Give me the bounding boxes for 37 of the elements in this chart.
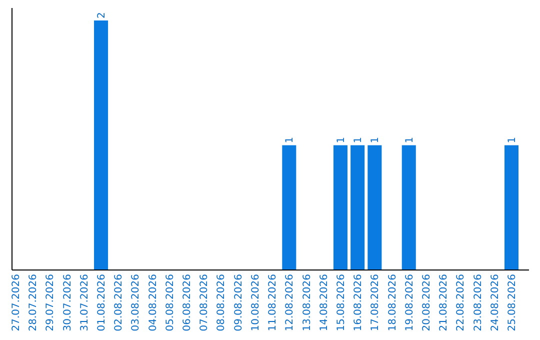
x-tick-label: 10.08.2026 xyxy=(250,274,262,332)
x-tick-label: 03.08.2026 xyxy=(130,274,142,332)
x-tick-label: 08.08.2026 xyxy=(216,274,228,332)
x-tick-label: 23.08.2026 xyxy=(472,274,484,332)
x-tick-label: 29.07.2026 xyxy=(45,274,56,332)
x-tick-label: 25.08.2026 xyxy=(506,274,518,332)
x-tick-label: 16.08.2026 xyxy=(353,274,364,332)
x-tick-label: 17.08.2026 xyxy=(370,274,382,332)
x-tick-label: 31.07.2026 xyxy=(79,274,90,332)
x-tick-label: 09.08.2026 xyxy=(233,274,244,332)
x-tick-label: 21.08.2026 xyxy=(438,274,450,332)
data-label: 1 xyxy=(353,136,364,144)
x-tick-label: 04.08.2026 xyxy=(148,274,159,332)
x-tick-label: 19.08.2026 xyxy=(404,274,416,332)
x-tick-label: 05.08.2026 xyxy=(164,274,176,332)
x-tick-label: 14.08.2026 xyxy=(318,274,330,332)
x-tick-label: 15.08.2026 xyxy=(336,274,347,332)
x-tick-label: 30.07.2026 xyxy=(62,274,74,332)
x-tick-label: 06.08.2026 xyxy=(182,274,194,332)
x-tick-label: 24.08.2026 xyxy=(490,274,501,332)
data-label: 1 xyxy=(370,136,382,144)
x-tick-label: 18.08.2026 xyxy=(387,274,398,332)
x-tick-label: 22.08.2026 xyxy=(456,274,467,332)
x-tick-label: 11.08.2026 xyxy=(268,274,279,332)
x-tick-label: 02.08.2026 xyxy=(114,274,125,332)
x-tick-label: 12.08.2026 xyxy=(284,274,296,332)
data-label: 2 xyxy=(96,12,108,18)
x-tick-label: 28.07.2026 xyxy=(28,274,40,332)
x-tick-label: 01.08.2026 xyxy=(96,274,108,332)
data-label: 1 xyxy=(336,136,347,144)
data-label: 1 xyxy=(506,136,518,144)
data-label: 1 xyxy=(284,136,296,144)
x-tick-label: 27.07.2026 xyxy=(11,274,22,332)
x-tick-label: 13.08.2026 xyxy=(302,274,313,332)
x-tick-label: 20.08.2026 xyxy=(421,274,432,332)
x-tick-label: 07.08.2026 xyxy=(199,274,210,332)
data-label: 1 xyxy=(404,136,416,144)
